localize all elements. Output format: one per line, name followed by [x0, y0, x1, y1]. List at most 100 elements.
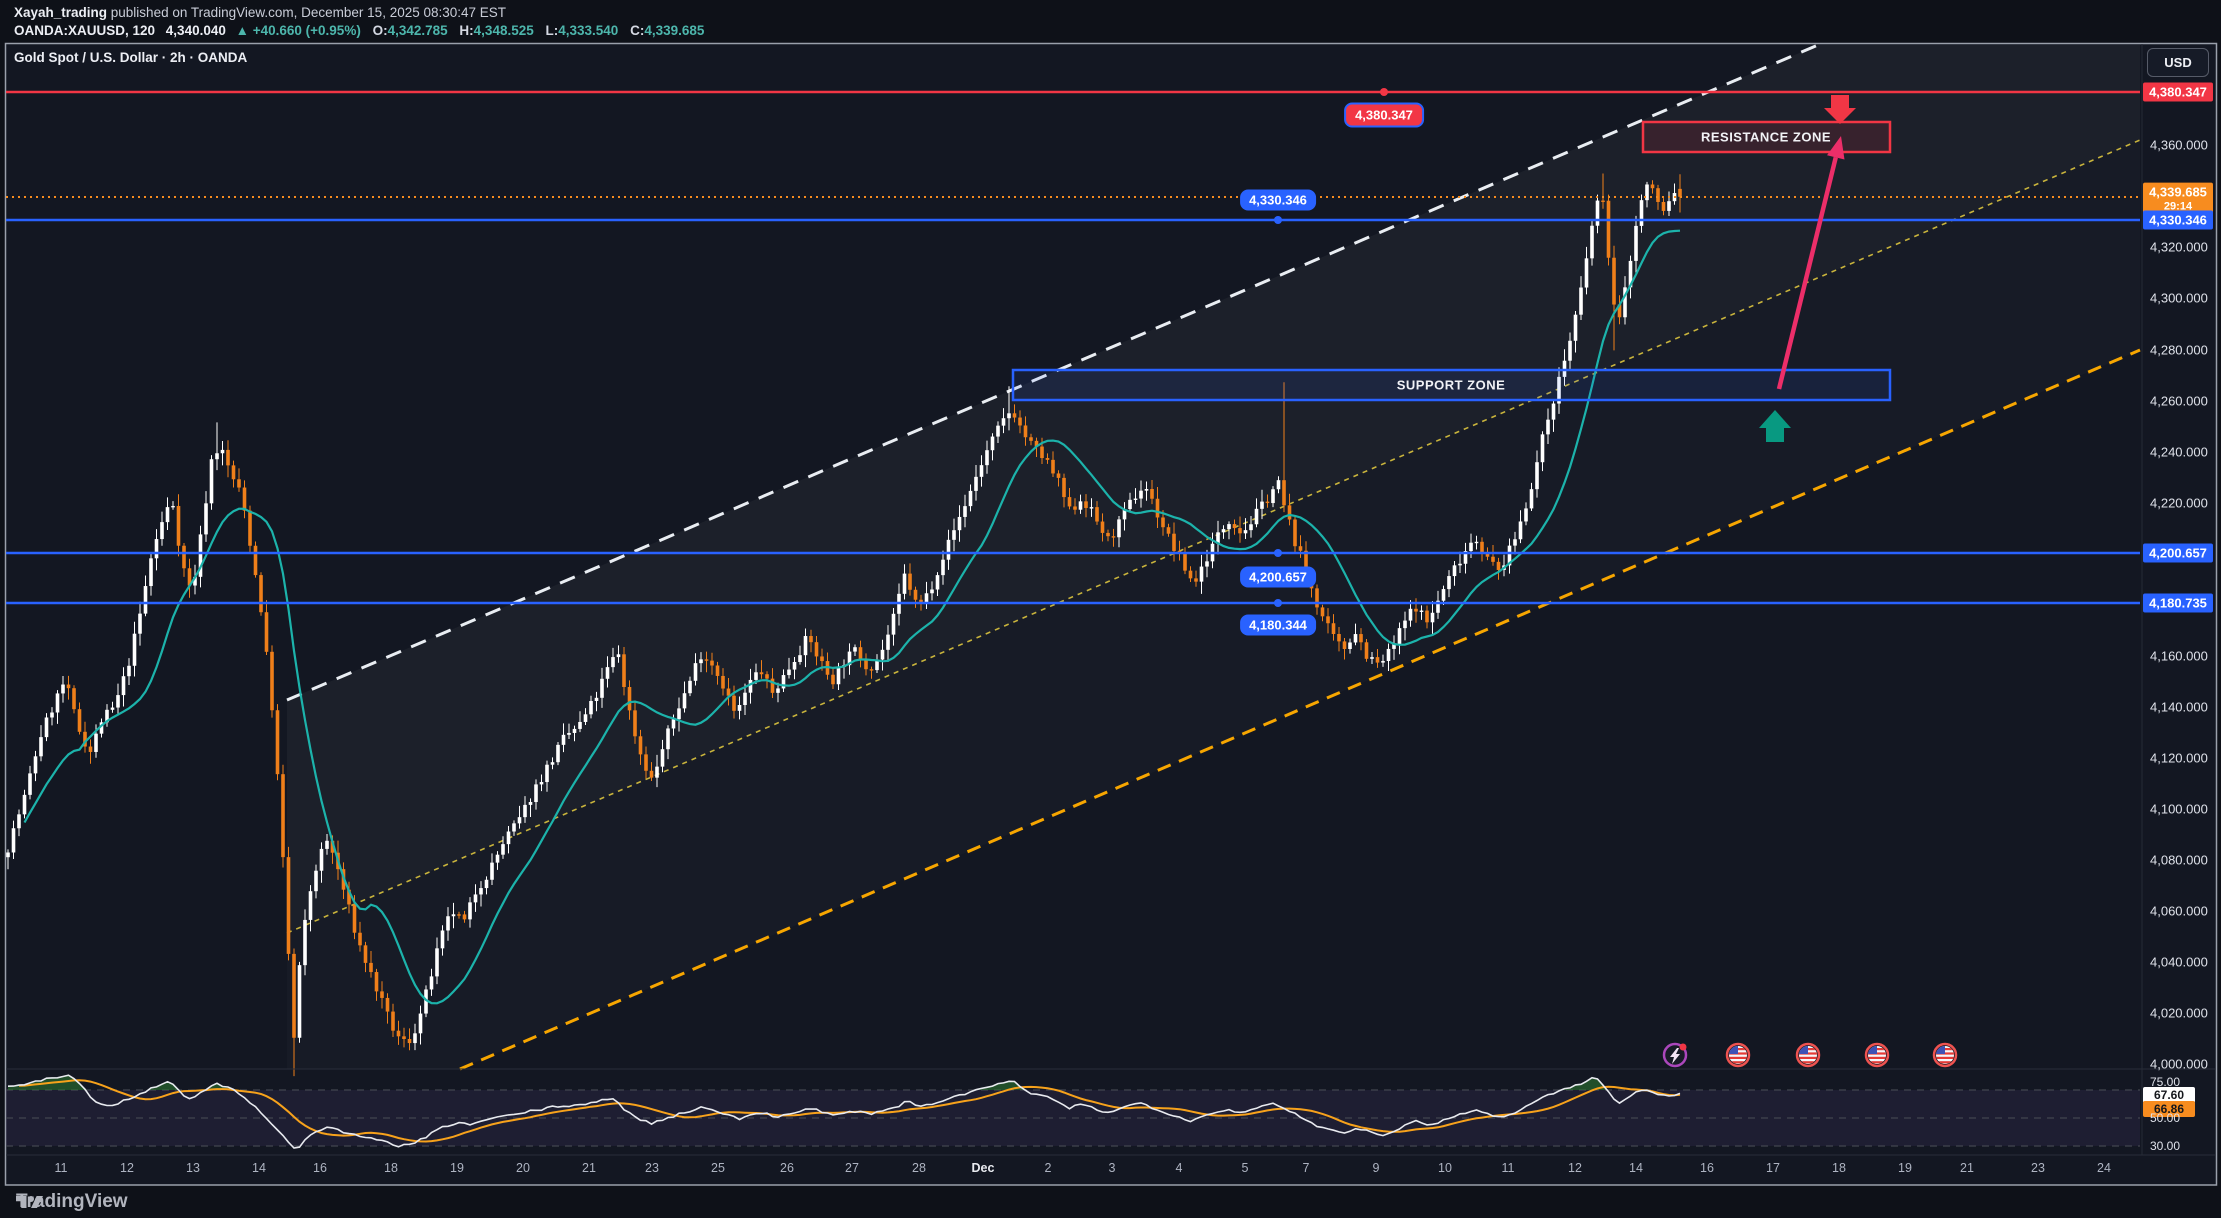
candle-body [303, 919, 307, 966]
candle-body [1139, 490, 1143, 499]
flag-ring [1725, 1042, 1751, 1068]
candle-body [1320, 607, 1325, 617]
flag-ring [1795, 1042, 1821, 1068]
candle-body [1535, 462, 1539, 490]
candle-body [550, 762, 555, 765]
candle-body [83, 731, 87, 747]
candle-body [1216, 532, 1220, 544]
zones[interactable] [1011, 120, 1892, 402]
candle-body [1265, 501, 1270, 504]
candle-body [633, 710, 637, 737]
price-tick-label: 4,020.000 [2150, 1005, 2208, 1021]
publish-info: published on TradingView.com, December 1… [107, 5, 507, 20]
candle-body [1095, 507, 1099, 522]
candle-body [770, 678, 775, 693]
resistance-zone-box[interactable] [1641, 120, 1892, 154]
candle-body [556, 744, 560, 763]
annotation-arrows[interactable] [1759, 95, 1856, 442]
price-tick-label: 4,260.000 [2150, 393, 2208, 409]
level-anchor-dot [1380, 88, 1388, 96]
candle-body [968, 490, 973, 507]
event-icons-row[interactable] [1662, 1042, 1958, 1068]
chart-legend-title[interactable]: Gold Spot / U.S. Dollar · 2h · OANDA [14, 50, 248, 65]
currency-toggle-button[interactable]: USD [2147, 48, 2209, 77]
candle-body [1408, 608, 1413, 621]
date-tick-label: 11 [54, 1161, 68, 1175]
candle-body [567, 732, 571, 735]
candle-body [440, 930, 445, 949]
candle-body [682, 693, 687, 709]
candle-body [858, 647, 863, 661]
candle-body [1496, 561, 1501, 570]
candle-body [490, 862, 494, 880]
support-zone-box[interactable] [1011, 368, 1892, 402]
axis-label-red: 4,380.347 [2143, 82, 2213, 102]
resistance-zone-label[interactable]: RESISTANCE ZONE [1700, 129, 1832, 145]
candle-body [1001, 418, 1006, 426]
candle-body [666, 728, 670, 750]
candle-body [495, 854, 500, 863]
candle-body [55, 693, 60, 713]
flag-stripe [1936, 1061, 1954, 1064]
price-badge-4330[interactable]: 4,330.346 [1240, 189, 1316, 211]
candle-body [1590, 225, 1594, 259]
candle-body [754, 672, 758, 680]
candle-body [572, 728, 577, 733]
price-badge-4380[interactable]: 4,380.347 [1344, 102, 1424, 128]
candle-body [1337, 634, 1341, 642]
candle-body [974, 476, 978, 491]
candle-body [6, 852, 10, 858]
us-flag-icon[interactable] [1797, 1044, 1819, 1066]
candle-body [1012, 413, 1017, 418]
candle-body [1628, 260, 1633, 288]
candle-body [347, 889, 351, 905]
candle-body [380, 991, 384, 998]
price-tick-label: 4,300.000 [2150, 290, 2208, 306]
green-up-arrow-shaft[interactable] [1766, 428, 1784, 442]
date-tick-label: 12 [1568, 1161, 1582, 1175]
candle-body [990, 436, 995, 451]
trendlines[interactable] [286, 43, 2141, 1071]
trend-channel-fills [287, 45, 2140, 933]
candle-body [831, 674, 835, 685]
candle-body [957, 516, 962, 531]
candle-body [407, 1039, 412, 1044]
tradingview-attribution[interactable]: TradingView [16, 1191, 128, 1213]
candle-body [72, 688, 76, 710]
candle-body [1342, 641, 1347, 649]
candle-body [743, 692, 747, 706]
price-level-lines[interactable] [6, 88, 2140, 607]
support-zone-label[interactable]: SUPPORT ZONE [1396, 377, 1506, 393]
candle-body [270, 651, 274, 711]
date-tick-label: 3 [1108, 1161, 1116, 1175]
pink-projection-arrow[interactable] [1776, 156, 1838, 390]
candle-body [946, 539, 951, 560]
candle-body [292, 953, 296, 1038]
candle-body [171, 505, 175, 508]
candle-body [1238, 528, 1242, 534]
price-badge-4200[interactable]: 4,200.657 [1240, 566, 1316, 588]
candle-body [1551, 403, 1556, 420]
candle-body [435, 948, 439, 977]
candle-body [1089, 507, 1094, 509]
date-tick-label: 14 [252, 1161, 266, 1175]
candle-body [1650, 184, 1655, 189]
date-tick-label: Dec [971, 1161, 995, 1175]
notification-dot [1679, 1043, 1687, 1051]
us-flag-icon[interactable] [1727, 1044, 1749, 1066]
price-badge-4180[interactable]: 4,180.344 [1240, 614, 1316, 636]
green-up-arrow-head[interactable] [1759, 410, 1791, 428]
lower-orange-dashed[interactable] [459, 348, 2141, 1071]
us-flag-icon[interactable] [1866, 1044, 1888, 1066]
red-down-arrow-head[interactable] [1824, 108, 1856, 124]
upper-white-dashed[interactable] [286, 43, 1819, 702]
candle-body [594, 697, 599, 702]
open-value: 4,342.785 [387, 23, 448, 38]
candle-body [418, 1013, 423, 1034]
symbol-status-row: OANDA:XAUUSD, 120 4,340.040 ▲ +40.660 (+… [14, 23, 704, 38]
us-flag-icon[interactable] [1934, 1044, 1956, 1066]
red-down-arrow-shaft[interactable] [1831, 95, 1849, 108]
price-tick-label: 4,000.000 [2150, 1056, 2208, 1072]
low-value: 4,333.540 [558, 23, 619, 38]
